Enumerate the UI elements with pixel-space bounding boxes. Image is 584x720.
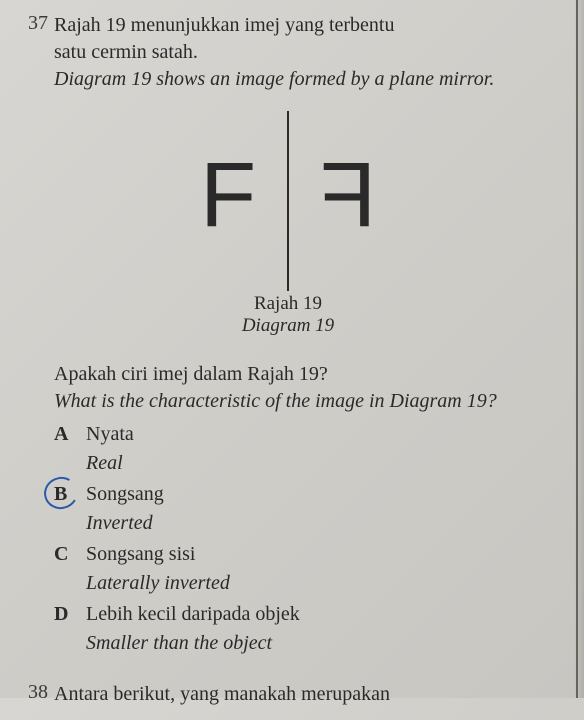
option-letter: B	[54, 481, 86, 508]
option-text-ms: Songsang	[86, 481, 556, 508]
option-c[interactable]: C Songsang sisi	[54, 541, 556, 568]
diagram-caption-ms: Rajah 19	[254, 293, 322, 315]
image-letter-f-mirrored: F	[320, 149, 376, 241]
q37-subquestion-en: What is the characteristic of the image …	[54, 388, 556, 415]
option-d[interactable]: D Lebih kecil daripada objek	[54, 601, 556, 628]
option-b[interactable]: B Songsang	[54, 481, 556, 508]
q37-subquestion-ms: Apakah ciri imej dalam Rajah 19?	[54, 361, 556, 388]
question-38: 38 Antara berikut, yang manakah merupaka…	[20, 681, 556, 708]
mirror-line	[287, 111, 289, 291]
option-a[interactable]: A Nyata	[54, 421, 556, 448]
question-number: 38	[28, 681, 48, 704]
mirror-diagram: F F	[158, 111, 418, 291]
diagram-caption-en: Diagram 19	[242, 315, 334, 337]
question-37: 37 Rajah 19 menunjukkan imej yang terben…	[20, 12, 556, 657]
object-letter-f: F	[200, 149, 256, 241]
option-letter: A	[54, 421, 86, 448]
page-curl-shadow	[574, 0, 584, 698]
option-letter: D	[54, 601, 86, 628]
q37-text-ms-line2: satu cermin satah.	[54, 39, 556, 66]
option-c-en: Laterally inverted	[86, 570, 556, 597]
question-number: 37	[28, 12, 48, 35]
q37-text-ms-line1: Rajah 19 menunjukkan imej yang terbentu	[54, 12, 556, 39]
q38-text-ms: Antara berikut, yang manakah merupakan	[54, 681, 556, 708]
exam-page: 37 Rajah 19 menunjukkan imej yang terben…	[0, 0, 584, 720]
diagram-19: F F Rajah 19 Diagram 19	[20, 111, 556, 351]
q37-text-en: Diagram 19 shows an image formed by a pl…	[54, 66, 556, 93]
option-d-en: Smaller than the object	[86, 630, 556, 657]
option-text-ms: Nyata	[86, 421, 556, 448]
option-b-en: Inverted	[86, 510, 556, 537]
option-a-en: Real	[86, 450, 556, 477]
option-letter: C	[54, 541, 86, 568]
option-text-ms: Songsang sisi	[86, 541, 556, 568]
option-text-ms: Lebih kecil daripada objek	[86, 601, 556, 628]
q37-options: A Nyata Real B Songsang Inverted C Songs…	[54, 421, 556, 657]
